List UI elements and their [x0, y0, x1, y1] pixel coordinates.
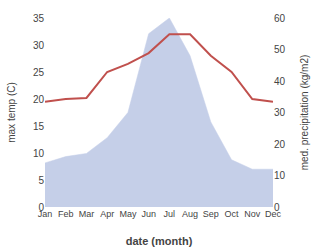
svg-text:20: 20: [33, 94, 45, 105]
svg-text:30: 30: [33, 40, 45, 51]
svg-text:25: 25: [33, 67, 45, 78]
svg-text:Dec: Dec: [265, 209, 282, 219]
svg-text:Nov: Nov: [244, 209, 261, 219]
svg-text:May: May: [119, 209, 137, 219]
svg-text:Mar: Mar: [79, 209, 95, 219]
svg-text:60: 60: [274, 13, 286, 24]
svg-text:Feb: Feb: [58, 209, 74, 219]
svg-text:Jul: Jul: [164, 209, 176, 219]
svg-text:0: 0: [274, 202, 280, 213]
svg-text:10: 10: [274, 170, 286, 181]
svg-text:med. precipitation (kg/m2): med. precipitation (kg/m2): [299, 55, 310, 171]
svg-text:35: 35: [33, 13, 45, 24]
svg-text:max temp (C): max temp (C): [6, 82, 17, 143]
svg-text:50: 50: [274, 44, 286, 55]
svg-text:5: 5: [38, 175, 44, 186]
svg-text:Apr: Apr: [100, 209, 114, 219]
svg-text:40: 40: [274, 76, 286, 87]
svg-text:15: 15: [33, 121, 45, 132]
svg-text:20: 20: [274, 139, 286, 150]
svg-text:Jan: Jan: [38, 209, 53, 219]
svg-text:Jun: Jun: [141, 209, 156, 219]
svg-text:30: 30: [274, 107, 286, 118]
svg-text:0: 0: [38, 202, 44, 213]
svg-text:Sep: Sep: [203, 209, 219, 219]
svg-text:date (month): date (month): [126, 235, 193, 247]
svg-text:Aug: Aug: [182, 209, 198, 219]
svg-text:Oct: Oct: [225, 209, 240, 219]
svg-text:10: 10: [33, 148, 45, 159]
